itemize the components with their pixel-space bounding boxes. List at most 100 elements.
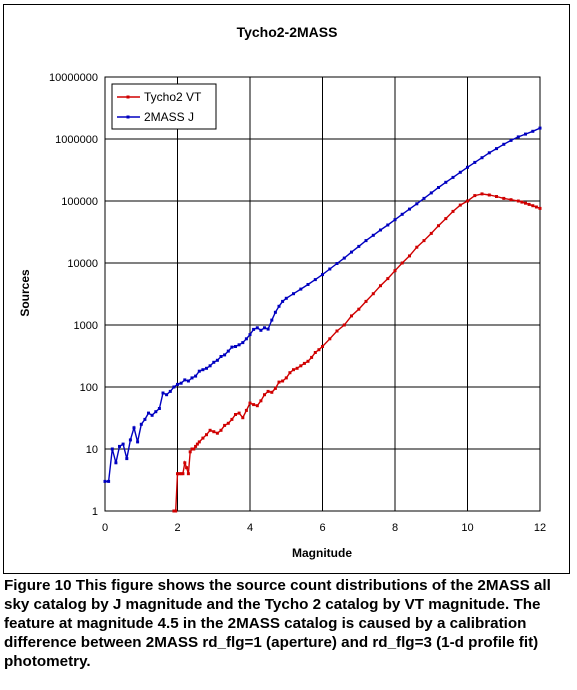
data-point-2mass-j	[531, 129, 535, 133]
data-point-2mass-j	[313, 278, 317, 282]
data-point-2mass-j	[466, 165, 469, 169]
x-axis-label: Magnitude	[292, 546, 352, 560]
gridlines	[104, 76, 541, 512]
data-point-tycho2-vt	[295, 366, 299, 370]
data-point-2mass-j	[212, 360, 216, 364]
data-point-2mass-j	[241, 341, 245, 345]
x-tick-label: 4	[247, 522, 253, 534]
data-point-tycho2-vt	[527, 202, 531, 206]
data-point-2mass-j	[114, 461, 118, 465]
data-point-tycho2-vt	[458, 203, 462, 207]
data-point-2mass-j	[495, 147, 498, 151]
data-point-tycho2-vt	[259, 399, 263, 403]
data-point-tycho2-vt	[288, 371, 292, 375]
chart-title: Tycho2-2MASS	[237, 24, 338, 40]
data-point-2mass-j	[139, 422, 143, 426]
legend-marker-2mass	[126, 115, 130, 119]
data-point-2mass-j	[386, 223, 390, 227]
data-point-2mass-j	[281, 299, 285, 303]
y-axis-label: Sources	[18, 269, 32, 317]
data-point-2mass-j	[350, 250, 353, 254]
data-point-tycho2-vt	[241, 416, 245, 420]
x-axis-tick-labels: 0 2 4 6 8 10 12	[102, 522, 546, 534]
y-tick-label: 1	[92, 506, 98, 518]
data-point-tycho2-vt	[263, 393, 266, 397]
data-point-2mass-j	[157, 407, 161, 410]
x-tick-label: 2	[174, 522, 180, 534]
data-point-2mass-j	[161, 391, 165, 395]
data-point-2mass-j	[379, 228, 382, 232]
source-count-chart: 1 10 100 1000 10000 100000 1000000 10000000 0 2 4…	[18, 24, 546, 560]
data-point-2mass-j	[266, 327, 270, 331]
data-point-tycho2-vt	[306, 359, 310, 363]
data-point-tycho2-vt	[219, 428, 223, 432]
data-point-tycho2-vt	[188, 450, 192, 454]
data-point-2mass-j	[342, 256, 346, 260]
data-point-2mass-j	[415, 202, 419, 206]
data-point-2mass-j	[197, 369, 201, 373]
data-point-2mass-j	[400, 212, 404, 216]
data-point-tycho2-vt	[284, 376, 288, 380]
data-point-tycho2-vt	[321, 345, 324, 348]
data-point-2mass-j	[371, 233, 375, 237]
y-tick-label: 10000	[67, 258, 98, 270]
data-point-2mass-j	[165, 393, 169, 397]
data-point-tycho2-vt	[252, 403, 256, 407]
data-point-tycho2-vt	[223, 423, 227, 427]
data-point-2mass-j	[150, 413, 154, 417]
data-point-2mass-j	[226, 349, 230, 353]
data-point-tycho2-vt	[292, 368, 295, 372]
data-point-tycho2-vt	[234, 413, 237, 416]
data-point-2mass-j	[103, 479, 107, 483]
data-point-tycho2-vt	[185, 466, 189, 470]
data-point-2mass-j	[480, 156, 484, 160]
data-point-2mass-j	[208, 364, 212, 368]
data-point-2mass-j	[335, 262, 339, 265]
data-point-tycho2-vt	[317, 348, 321, 352]
data-point-2mass-j	[509, 138, 513, 142]
data-point-tycho2-vt	[444, 217, 448, 221]
y-tick-label: 1000	[74, 320, 98, 332]
data-point-2mass-j	[437, 186, 440, 189]
data-point-2mass-j	[516, 135, 520, 139]
data-point-tycho2-vt	[277, 380, 281, 384]
data-point-2mass-j	[364, 239, 368, 243]
data-point-2mass-j	[201, 368, 205, 372]
data-point-2mass-j	[328, 267, 332, 271]
data-point-tycho2-vt	[183, 461, 187, 465]
y-tick-label: 100	[80, 382, 98, 394]
data-point-tycho2-vt	[299, 364, 303, 368]
data-point-2mass-j	[277, 304, 281, 308]
data-point-2mass-j	[429, 191, 433, 195]
data-point-tycho2-vt	[429, 231, 433, 235]
data-point-tycho2-vt	[194, 444, 198, 448]
data-point-tycho2-vt	[538, 206, 542, 210]
data-point-tycho2-vt	[176, 472, 179, 476]
data-point-tycho2-vt	[266, 389, 270, 393]
data-point-2mass-j	[205, 366, 208, 370]
data-point-tycho2-vt	[466, 199, 469, 203]
data-point-tycho2-vt	[190, 447, 194, 451]
data-point-2mass-j	[284, 296, 288, 300]
data-point-tycho2-vt	[205, 433, 208, 437]
data-point-tycho2-vt	[181, 472, 185, 476]
data-point-2mass-j	[237, 343, 241, 347]
data-point-2mass-j	[125, 457, 129, 461]
data-point-tycho2-vt	[313, 351, 317, 354]
data-point-tycho2-vt	[371, 292, 375, 296]
data-point-2mass-j	[259, 328, 263, 332]
data-point-2mass-j	[408, 207, 411, 211]
data-point-tycho2-vt	[451, 209, 455, 213]
data-point-tycho2-vt	[379, 284, 382, 288]
data-point-tycho2-vt	[177, 472, 181, 476]
legend-box	[111, 83, 217, 130]
data-point-2mass-j	[215, 358, 219, 362]
legend-marker-tycho2	[126, 95, 130, 99]
data-point-tycho2-vt	[480, 192, 484, 196]
data-point-tycho2-vt	[350, 314, 353, 318]
data-point-2mass-j	[176, 382, 179, 386]
data-point-tycho2-vt	[226, 421, 230, 425]
data-point-2mass-j	[451, 175, 455, 179]
data-point-2mass-j	[292, 292, 295, 296]
data-point-tycho2-vt	[208, 428, 212, 432]
